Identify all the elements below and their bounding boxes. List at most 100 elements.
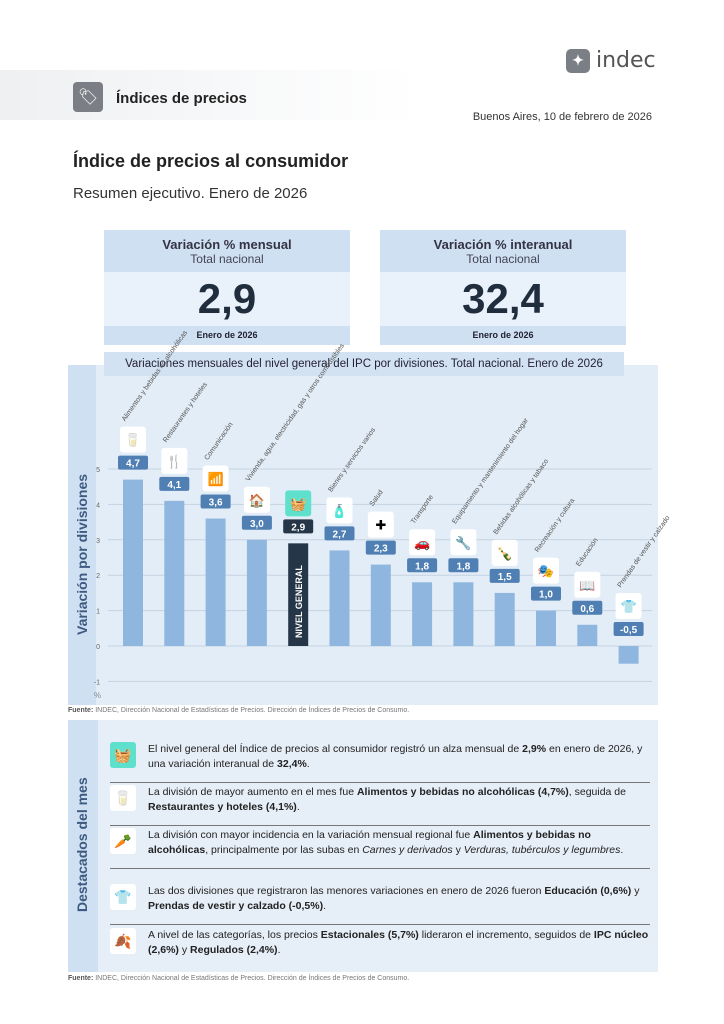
text-segment: El nivel general del Índice de precios a… (148, 743, 523, 755)
data-label: 2,9 (291, 522, 305, 533)
card-sub: Total nacional (190, 252, 264, 266)
source-label: Fuente: (68, 707, 94, 714)
card-title: Variación % mensual (162, 237, 292, 252)
data-label: 4,7 (126, 459, 140, 470)
highlight-item: 🍂 A nivel de las categorías, los precios … (110, 928, 650, 968)
highlight-icon: 🥕 (110, 828, 136, 854)
bar (288, 543, 309, 646)
category-icon: 🧺 (290, 496, 306, 511)
data-label-bg (448, 558, 479, 573)
bar (246, 539, 267, 646)
y-tick-label: -1 (94, 679, 100, 686)
text-segment: Prendas de vestir y calzado (-0,5%) (148, 900, 324, 912)
card-footer: Enero de 2026 (380, 326, 626, 345)
category-label: Vivienda, agua, electricidad, gas y otro… (245, 342, 346, 483)
data-label-bg (241, 515, 272, 530)
highlight-item: 🧺 El nivel general del Índice de precios … (110, 742, 650, 783)
bar (412, 582, 433, 646)
category-icon-bg (120, 426, 146, 453)
highlight-icon: 👕 (110, 884, 136, 910)
chart-title: Variaciones mensuales del nivel general … (104, 352, 624, 376)
category-icon-bg (367, 511, 394, 538)
bar-chart: -1 0 1 2 3 4 5% 4,7 🥛 Alimentos y bebidas no alco… (94, 329, 672, 700)
source-text: INDEC, Dirección Nacional de Estadística… (93, 975, 410, 982)
highlight-text: A nivel de las categorías, los precios E… (148, 928, 650, 958)
text-segment: Carnes y derivados (362, 844, 453, 856)
category-icon-bg (161, 447, 188, 474)
bar (205, 518, 226, 646)
page-subtitle: Resumen ejecutivo. Enero de 2026 (73, 185, 308, 202)
category-icon-bg (615, 593, 642, 619)
section-title: Índices de precios (116, 90, 247, 107)
data-label-bg (200, 494, 231, 509)
category-label: Equipamiento y mantenimiento del hogar (451, 417, 530, 526)
text-segment: en enero de 2026, y una variación intera… (148, 743, 643, 770)
category-icon-bg (533, 557, 559, 584)
category-icon: 📶 (208, 472, 224, 487)
category-label: Alimentos y bebidas no alcohólicas (121, 329, 190, 423)
card-sub: Total nacional (466, 252, 540, 266)
category-icon: 🥛 (125, 433, 141, 448)
highlights-panel (68, 720, 658, 972)
category-label: Bienes y servicios varios (327, 426, 377, 493)
data-label-bg (489, 568, 520, 583)
category-icon: ✚ (375, 518, 386, 533)
category-icon: 🔧 (455, 534, 471, 550)
highlight-icon: 🥛 (110, 785, 136, 811)
y-tick-label: 0 (96, 644, 100, 651)
y-tick-label: 5 (96, 467, 100, 474)
data-label-bg (283, 519, 314, 534)
data-label: 1,8 (456, 561, 470, 572)
highlight-item: 👕 Las dos divisiones que registraron las … (110, 884, 650, 925)
category-label: Recreación y cultura (534, 497, 576, 553)
category-icon: 🧴 (331, 503, 347, 518)
bar (370, 564, 391, 646)
data-label: 3,6 (209, 498, 223, 509)
category-icon: 🚗 (414, 535, 430, 550)
category-icon-bg (409, 529, 436, 556)
text-segment: Verduras, tubérculos y legumbres (463, 844, 621, 856)
category-icon-bg (202, 465, 229, 492)
text-segment: , principalmente por las subas en (205, 844, 363, 856)
category-label: Transporte (410, 494, 435, 526)
text-segment: . (277, 944, 281, 956)
data-label: 3,0 (250, 519, 264, 530)
source-text: INDEC, Dirección Nacional de Estadística… (93, 707, 410, 714)
data-label-bg (407, 558, 438, 573)
category-icon-bg (491, 539, 518, 566)
category-icon: 📖 (579, 578, 595, 593)
text-segment: 2,9% (522, 743, 547, 755)
data-label: 1,0 (539, 590, 553, 601)
data-label-bg (159, 476, 190, 491)
data-label-bg (365, 540, 396, 555)
bar (123, 479, 143, 646)
text-segment: Alimentos y bebidas no alcohólicas (148, 829, 591, 856)
text-segment: y (631, 885, 640, 897)
bar (536, 610, 556, 646)
data-label: 2,7 (333, 529, 347, 540)
highlights-title: Destacados del mes (74, 777, 90, 912)
highlight-text: Las dos divisiones que registraron las m… (148, 884, 650, 914)
data-label: 1,5 (498, 572, 512, 583)
text-segment: . (296, 801, 300, 813)
data-label-bg (324, 526, 355, 541)
text-segment: y (178, 944, 191, 956)
category-label: Salud (369, 489, 385, 508)
highlight-icon: 🧺 (110, 742, 136, 768)
category-label: Bebidas alcohólicas y tabaco (493, 458, 551, 536)
category-icon: 🍾 (497, 546, 513, 561)
data-label: 4,1 (167, 480, 181, 491)
text-segment: La división con mayor incidencia en la v… (148, 829, 474, 841)
highlight-text: La división de mayor aumento en el mes f… (148, 785, 650, 815)
highlights-strip: Destacados del mes (68, 720, 98, 972)
card-monthly: Variación % mensual Total nacional 2,9 En… (104, 230, 350, 345)
bar (577, 624, 598, 646)
y-tick-label: 2 (96, 573, 100, 580)
card-footer: Enero de 2026 (104, 326, 350, 345)
data-label: 1,8 (415, 561, 429, 572)
y-unit: % (94, 691, 101, 700)
text-segment: lideraron el incremento, seguidos de (418, 929, 594, 941)
text-segment: Alimentos y bebidas no alcohólicas (4,7%… (356, 786, 569, 798)
data-label: -0,5 (620, 625, 638, 636)
text-segment: 32,4% (277, 758, 307, 770)
